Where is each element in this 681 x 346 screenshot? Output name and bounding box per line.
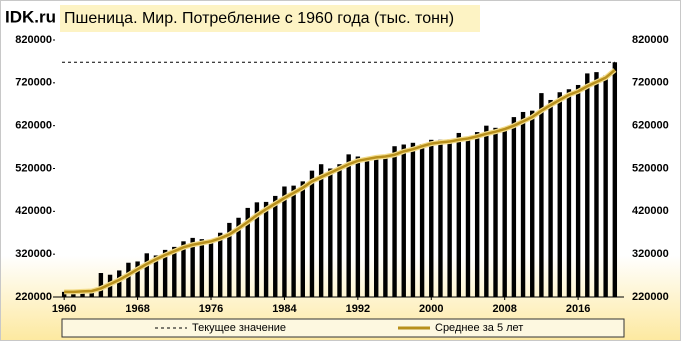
y-tick-label: 520000 — [15, 162, 52, 174]
x-tick-label: 2008 — [492, 303, 516, 315]
bar — [162, 249, 168, 297]
bar — [502, 129, 507, 297]
bar — [181, 241, 186, 297]
bar — [594, 72, 599, 297]
bar — [585, 73, 590, 297]
title-box — [60, 5, 480, 32]
legend — [61, 318, 625, 338]
legend-label: Текущее значение — [192, 322, 286, 334]
moving-average-line — [64, 69, 616, 294]
logo: IDK.ru — [5, 7, 56, 26]
y2-tick-label: 420000 — [632, 205, 669, 217]
bar — [364, 157, 370, 297]
bar — [410, 142, 416, 297]
bar — [612, 62, 618, 298]
bar — [273, 195, 278, 297]
bar — [117, 270, 122, 297]
bar — [227, 222, 232, 297]
y2-tick-label: 520000 — [632, 162, 669, 174]
x-tick-label: 2016 — [566, 303, 590, 315]
bar — [392, 146, 397, 297]
x-tick-label: 1976 — [199, 303, 223, 315]
chart-title: Пшеница. Мир. Потребление с 1960 года (т… — [64, 10, 454, 27]
bar — [575, 84, 581, 297]
bar — [493, 127, 498, 297]
bar — [530, 110, 535, 297]
bar — [190, 237, 195, 297]
bar — [236, 217, 241, 297]
bar — [474, 132, 480, 297]
y2-tick-label: 620000 — [632, 120, 669, 132]
y-tick-label: 420000 — [15, 205, 52, 217]
bar — [438, 139, 443, 297]
y-tick-label: 820000 — [15, 34, 52, 46]
x-tick-label: 1992 — [346, 303, 370, 315]
legend-label: Среднее за 5 лет — [435, 322, 523, 334]
y2-tick-label: 820000 — [632, 34, 669, 46]
bar — [548, 99, 553, 297]
y2-tick-label: 320000 — [632, 248, 669, 260]
bar — [318, 164, 324, 297]
bar — [208, 240, 214, 297]
bar — [484, 125, 489, 298]
y-tick-label: 320000 — [15, 248, 52, 260]
bar — [603, 75, 608, 297]
bar — [217, 232, 223, 297]
bar — [263, 201, 269, 297]
bar — [328, 168, 333, 297]
bar — [300, 181, 305, 297]
bar — [465, 137, 471, 297]
bar — [374, 155, 379, 297]
bar — [144, 253, 149, 297]
x-tick-label: 1968 — [125, 303, 149, 315]
y-tick-label: 220000 — [15, 291, 52, 303]
x-tick-label: 1960 — [52, 303, 76, 315]
bar — [355, 156, 361, 297]
y2-tick-label: 720000 — [632, 77, 669, 89]
x-tick-label: 1984 — [272, 303, 297, 315]
x-tick-label: 2000 — [419, 303, 443, 315]
bar — [511, 117, 517, 297]
bar — [337, 164, 342, 297]
bar — [199, 239, 205, 297]
bar — [557, 92, 562, 297]
bar — [309, 170, 315, 297]
bar — [447, 139, 452, 297]
y2-tick-label: 220000 — [632, 291, 669, 303]
bar — [346, 154, 351, 297]
bar — [419, 144, 425, 297]
bar — [401, 144, 406, 297]
bar — [98, 273, 104, 297]
bar — [566, 89, 572, 297]
bar — [429, 139, 434, 297]
bar — [254, 202, 260, 297]
bar — [61, 291, 67, 297]
bar — [291, 185, 296, 297]
bar — [153, 255, 159, 297]
y-tick-label: 620000 — [15, 120, 52, 132]
bar — [245, 207, 250, 297]
bar — [539, 93, 544, 297]
y-tick-label: 720000 — [15, 77, 52, 89]
bar — [172, 246, 177, 297]
bar — [383, 155, 388, 297]
bar — [282, 186, 287, 297]
bar — [520, 111, 526, 298]
bar — [126, 262, 131, 297]
bar — [135, 261, 140, 297]
bar — [456, 132, 462, 297]
